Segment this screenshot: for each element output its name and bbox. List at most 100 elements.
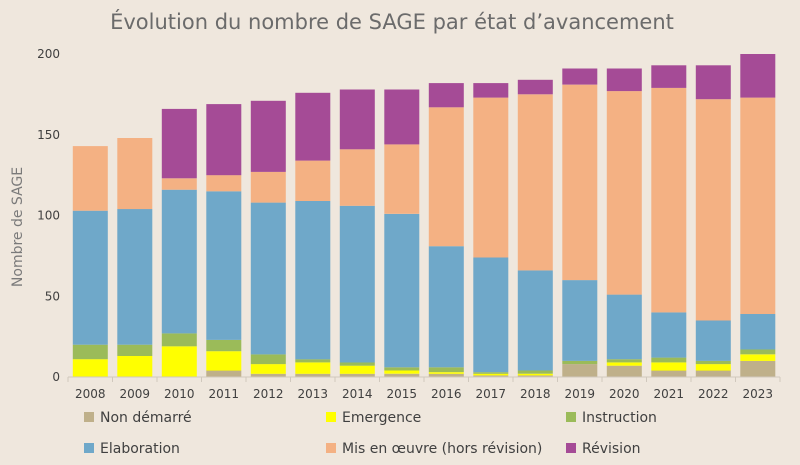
- bar-segment: [250, 202, 286, 355]
- bar-segment: [339, 373, 375, 377]
- bar-segment: [161, 189, 197, 334]
- y-tick-label: 50: [45, 289, 60, 303]
- bar-segment: [72, 344, 108, 360]
- bar-segment: [428, 372, 464, 374]
- bar-segment: [339, 89, 375, 150]
- bar-segment: [517, 373, 553, 376]
- bar-segment: [428, 107, 464, 247]
- y-tick-label: 0: [52, 370, 60, 384]
- bar-segment: [384, 370, 420, 374]
- legend-label: Non démarré: [100, 410, 192, 426]
- x-tick-label: 2018: [520, 387, 551, 401]
- bar-segment: [250, 364, 286, 374]
- legend-item: Elaboration: [84, 441, 180, 457]
- bar-segment: [384, 213, 420, 368]
- bar-segment: [206, 351, 242, 371]
- bar-segment: [250, 171, 286, 203]
- bar-segment: [206, 175, 242, 192]
- legend: Non démarré Emergence Instruction Elaborati…: [84, 410, 657, 457]
- bar-segment: [339, 362, 375, 366]
- bar-segment: [562, 360, 598, 365]
- legend-label: Révision: [582, 441, 641, 457]
- legend-item: Instruction: [566, 410, 657, 426]
- x-tick-label: 2019: [564, 387, 595, 401]
- bar-segment: [339, 365, 375, 374]
- bar-segment: [695, 370, 731, 377]
- bar-segment: [517, 370, 553, 374]
- bar-segment: [295, 373, 331, 377]
- bar-segment: [428, 367, 464, 373]
- bar-segment: [206, 370, 242, 377]
- bar-segment: [740, 97, 776, 314]
- bar-segment: [695, 320, 731, 361]
- bar-segment: [295, 160, 331, 201]
- bar-segment: [651, 87, 687, 313]
- bar-segment: [473, 375, 509, 377]
- bar-segment: [72, 210, 108, 345]
- y-tick-label: 150: [37, 128, 60, 142]
- x-tick-label: 2010: [164, 387, 195, 401]
- bars: [72, 54, 776, 377]
- x-tick-label: 2011: [208, 387, 239, 401]
- bar-segment: [250, 373, 286, 377]
- bar-segment: [740, 354, 776, 361]
- bar-segment: [384, 144, 420, 214]
- bar-segment: [206, 191, 242, 340]
- legend-item: Révision: [566, 441, 641, 457]
- chart-title: Évolution du nombre de SAGE par état d’a…: [110, 9, 674, 34]
- legend-label: Mis en œuvre (hors révision): [342, 441, 542, 457]
- x-tick-label: 2008: [75, 387, 106, 401]
- bar-segment: [606, 294, 642, 360]
- bar-segment: [651, 65, 687, 88]
- bar-segment: [606, 91, 642, 295]
- legend-label: Elaboration: [100, 441, 180, 457]
- bar-segment: [473, 83, 509, 98]
- bar-segment: [562, 84, 598, 281]
- bar-segment: [384, 367, 420, 371]
- bar-segment: [295, 362, 331, 374]
- bar-segment: [740, 314, 776, 350]
- bar-segment: [117, 344, 153, 356]
- y-tick-label: 200: [37, 47, 60, 61]
- bar-segment: [295, 359, 331, 363]
- bar-segment: [473, 373, 509, 376]
- bar-segment: [428, 83, 464, 108]
- legend-swatch: [326, 412, 336, 422]
- bar-segment: [473, 97, 509, 258]
- y-axis-ticks: 0 50 100 150 200: [37, 47, 60, 384]
- bar-segment: [161, 333, 197, 347]
- legend-swatch: [566, 412, 576, 422]
- legend-label: Emergence: [342, 410, 421, 426]
- bar-segment: [562, 68, 598, 85]
- bar-segment: [473, 257, 509, 373]
- x-tick-label: 2014: [342, 387, 373, 401]
- bar-segment: [695, 360, 731, 365]
- bar-segment: [695, 65, 731, 100]
- bar-segment: [606, 362, 642, 366]
- bar-segment: [206, 104, 242, 176]
- bar-segment: [651, 370, 687, 377]
- legend-item: Non démarré: [84, 410, 192, 426]
- bar-segment: [651, 362, 687, 371]
- bar-segment: [161, 346, 197, 377]
- x-tick-label: 2013: [297, 387, 328, 401]
- bar-segment: [517, 375, 553, 377]
- bar-segment: [339, 205, 375, 363]
- bar-segment: [740, 349, 776, 355]
- bar-segment: [117, 356, 153, 377]
- bar-segment: [562, 364, 598, 377]
- x-tick-label: 2017: [475, 387, 506, 401]
- bar-segment: [606, 68, 642, 92]
- bar-segment: [428, 246, 464, 368]
- bar-segment: [740, 54, 776, 98]
- legend-swatch: [84, 443, 94, 453]
- x-tick-label: 2015: [386, 387, 417, 401]
- bar-segment: [562, 280, 598, 361]
- bar-segment: [517, 79, 553, 95]
- legend-swatch: [566, 443, 576, 453]
- bar-segment: [295, 201, 331, 360]
- bar-segment: [606, 359, 642, 363]
- x-tick-label: 2012: [253, 387, 284, 401]
- bar-segment: [384, 373, 420, 377]
